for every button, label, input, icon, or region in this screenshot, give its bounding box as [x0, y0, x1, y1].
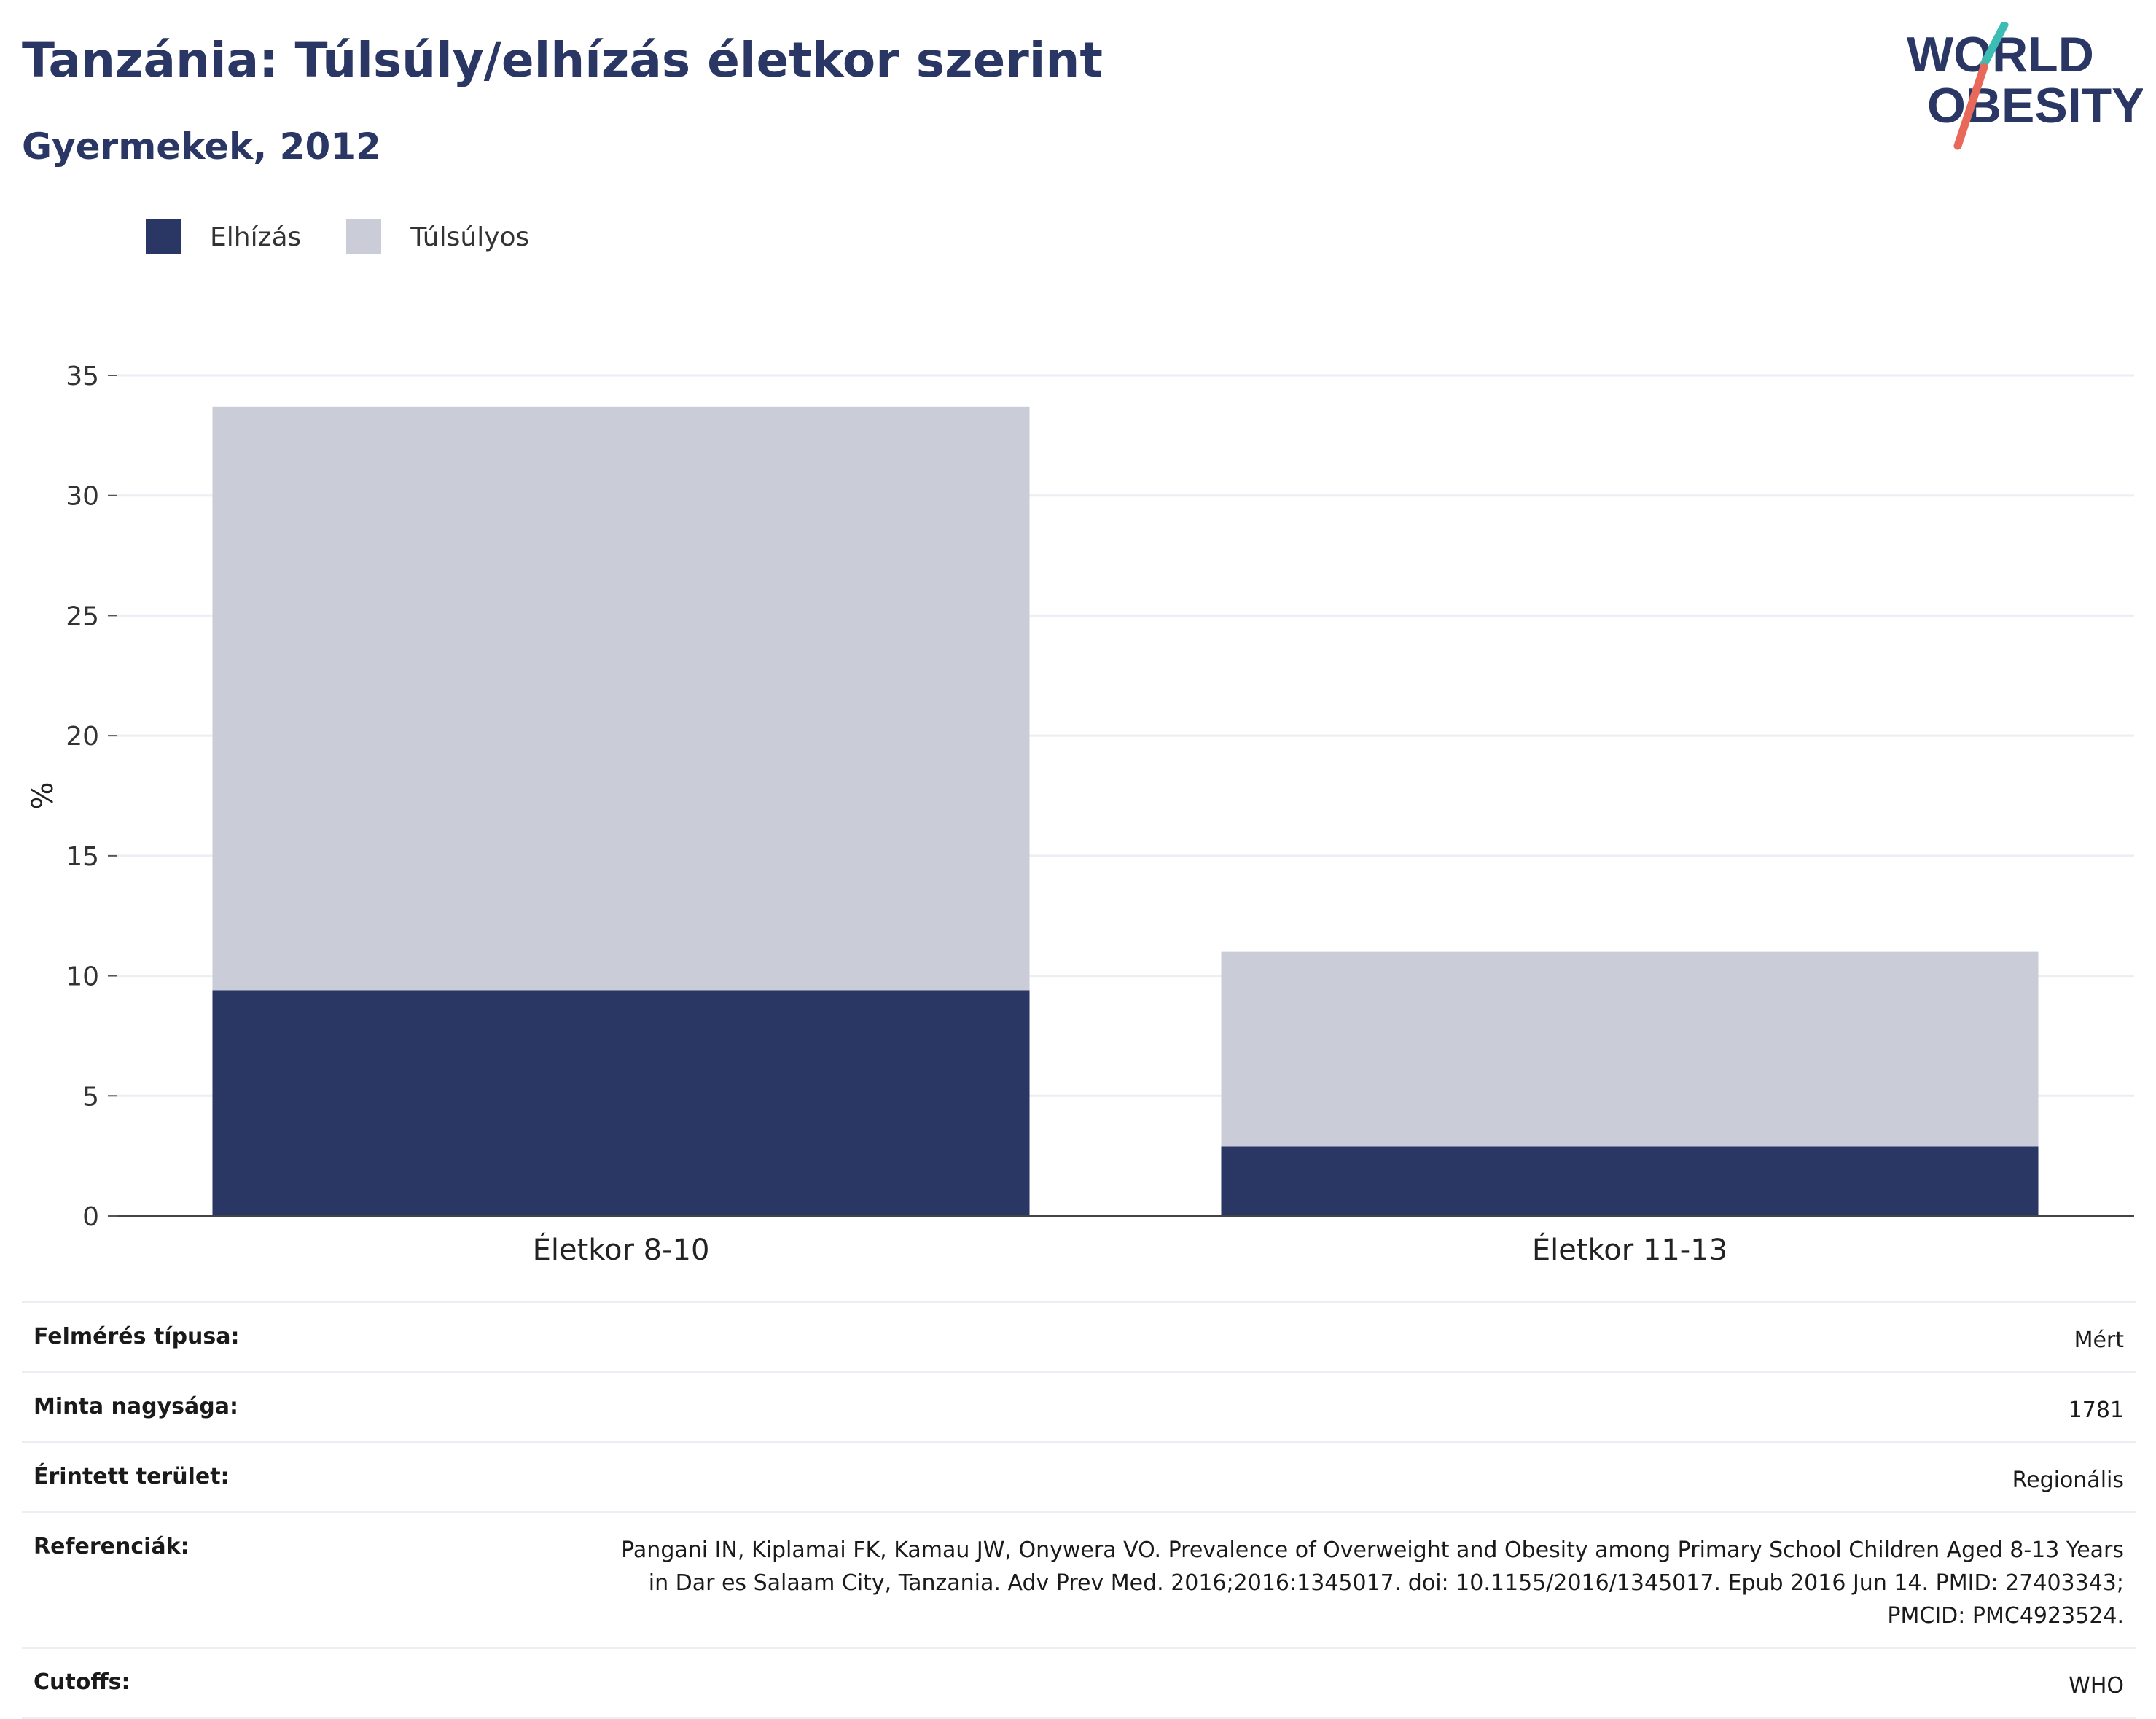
x-tick-label: Életkor 8-10 [533, 1232, 710, 1261]
metadata-key: Felmérés típusa: [34, 1324, 240, 1349]
y-tick-label: 15 [66, 842, 99, 872]
y-axis-label: % [26, 781, 60, 809]
legend-swatch-overweight [346, 219, 382, 254]
metadata-key: Érintett terület: [34, 1464, 230, 1489]
metadata-row: Érintett terület: Regionális [22, 1443, 2136, 1513]
logo-word-obesity: OBESITY [1927, 78, 2143, 133]
metadata-row: Minta nagysága: 1781 [22, 1373, 2136, 1443]
y-tick-label: 35 [66, 362, 99, 391]
metadata-table: Felmérés típusa: Mért Minta nagysága: 1781 É… [22, 1301, 2136, 1719]
logo-slash-teal [1980, 22, 2009, 69]
legend-label-obesity: Elhízás [210, 222, 302, 252]
stacked-bar-chart: 0 5 10 15 20 25 30 35% Életkor 8-10 Életkor 11-13 [26, 362, 2134, 1261]
y-tick-label: 20 [66, 722, 99, 752]
metadata-row: Felmérés típusa: Mért [22, 1301, 2136, 1373]
legend-label-overweight: Túlsúlyos [410, 222, 530, 252]
logo-slash-coral [1953, 63, 1988, 150]
chart-legend: Elhízás Túlsúlyos [146, 219, 574, 255]
legend-item-overweight[interactable]: Túlsúlyos [346, 219, 529, 254]
chart-title: Tanzánia: Túlsúly/elhízás életkor szerin… [22, 32, 1103, 88]
metadata-row: Cutoffs: WHO [22, 1649, 2136, 1719]
metadata-row: Referenciák: Pangani IN, Kiplamai FK, Kam… [22, 1513, 2136, 1649]
metadata-value: Mért [2074, 1328, 2124, 1353]
metadata-key: Cutoffs: [34, 1669, 130, 1695]
bar-overweight-1 [212, 406, 1030, 991]
y-tick-label: 0 [82, 1202, 99, 1232]
y-tick-label: 10 [66, 962, 99, 992]
metadata-value: WHO [2069, 1673, 2124, 1699]
chart-subtitle: Gyermekek, 2012 [22, 125, 381, 168]
metadata-key: Minta nagysága: [34, 1394, 238, 1419]
bar-overweight-2 [1221, 951, 2039, 1147]
legend-item-obesity[interactable]: Elhízás [146, 219, 301, 254]
y-tick-label: 30 [66, 482, 99, 512]
bar-obesity-2 [1221, 1146, 2039, 1216]
metadata-value: 1781 [2068, 1398, 2124, 1423]
metadata-value: Regionális [2012, 1467, 2124, 1493]
y-tick-label: 5 [82, 1082, 99, 1112]
metadata-key: Referenciák: [34, 1534, 190, 1559]
x-tick-label: Életkor 11-13 [1532, 1232, 1727, 1261]
legend-swatch-obesity [146, 219, 181, 254]
bar-obesity-1 [212, 990, 1030, 1216]
y-tick-label: 25 [66, 601, 99, 631]
metadata-value: Pangani IN, Kiplamai FK, Kamau JW, Onywe… [621, 1537, 2124, 1629]
world-obesity-logo: WORLD OBESITY [1907, 22, 2143, 150]
